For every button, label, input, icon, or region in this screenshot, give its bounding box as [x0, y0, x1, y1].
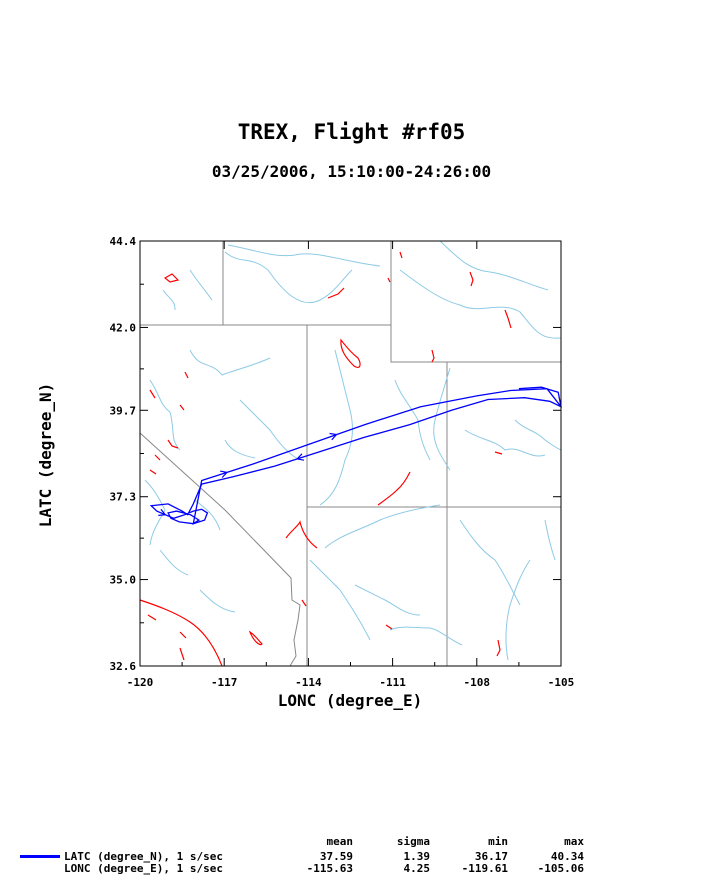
stats-header-sigma: sigma [396, 835, 430, 848]
stats-row: LATC (degree_N), 1 s/sec 37.59 1.39 36.1… [0, 851, 703, 863]
y-tick-label: 44.4 [110, 235, 137, 248]
rivers [144, 240, 562, 661]
stats-min: 36.17 [474, 850, 508, 863]
map-plot: -120 -117 -114 -111 -108 -105 32.6 35.0 37.3 39.… [36, 235, 575, 710]
plot-frame [139, 240, 562, 667]
x-tick-label: -111 [379, 676, 406, 689]
direction-arrow [158, 508, 167, 516]
y-tick-label: 37.3 [110, 491, 137, 504]
x-tick-label: -117 [211, 676, 238, 689]
x-tick-label: -120 [127, 676, 154, 689]
stats-sigma: 4.25 [403, 862, 431, 875]
x-tick-label: -108 [464, 676, 491, 689]
y-tick-label: 35.0 [110, 574, 137, 587]
stats-header-max: max [564, 835, 584, 848]
chart-subtitle: 03/25/2006, 15:10:00-24:26:00 [211, 162, 492, 181]
y-tick-label: 32.6 [110, 660, 137, 673]
y-axis-label: LATC (degree_N) [36, 383, 55, 528]
stats-mean: -115.63 [306, 862, 353, 875]
x-axis-label: LONC (degree_E) [278, 691, 423, 710]
x-tick-label: -105 [548, 676, 575, 689]
direction-arrow [295, 453, 305, 461]
y-tick-label: 39.7 [110, 404, 137, 417]
stats-header-mean: mean [326, 835, 354, 848]
stats-row-label: LATC (degree_N), 1 s/sec [64, 850, 223, 863]
direction-arrows [158, 432, 338, 516]
stats-mean: 37.59 [319, 850, 353, 863]
stats-header-min: min [488, 835, 508, 848]
direction-arrow [220, 470, 229, 478]
stats-sigma: 1.39 [403, 850, 431, 863]
statistics-table: mean sigma min max LATC (degree_N), 1 s/… [0, 834, 703, 880]
stats-row-label: LONC (degree_E), 1 s/sec [64, 862, 223, 875]
flight-track-line [149, 386, 562, 526]
x-tick-label: -114 [295, 676, 322, 689]
y-tick-label: 42.0 [110, 321, 137, 334]
legend-line-swatch [20, 855, 60, 858]
stats-max: -105.06 [537, 862, 584, 875]
stats-row: LONC (degree_E), 1 s/sec -115.63 4.25 -1… [0, 863, 703, 875]
stats-min: -119.61 [461, 862, 508, 875]
stats-header: mean sigma min max [0, 836, 703, 848]
basemap [139, 240, 562, 667]
direction-arrow [329, 432, 338, 441]
chart-title: TREX, Flight #rf05 [237, 120, 466, 144]
stats-max: 40.34 [550, 850, 584, 863]
state-boundaries [139, 241, 561, 667]
lakes [139, 251, 512, 667]
